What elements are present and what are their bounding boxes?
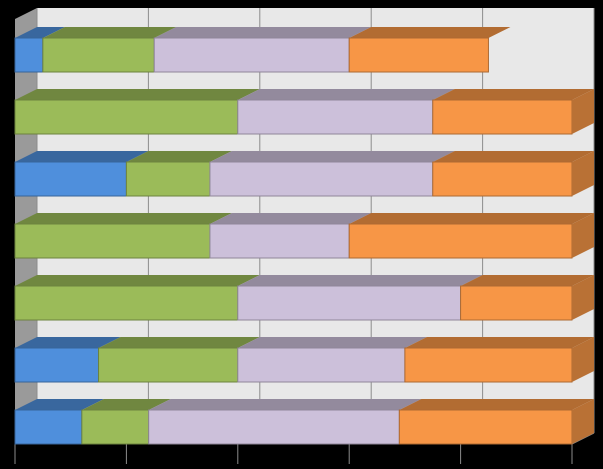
bar-segment: [14, 399, 104, 445]
bar-side-face: [572, 89, 594, 134]
bar-front-face: [209, 223, 350, 259]
bar-top-face: [154, 27, 372, 38]
bar-front-face: [209, 161, 434, 197]
bar-top-face: [237, 337, 427, 348]
bar-segment: [432, 151, 594, 197]
bar-segments: [14, 27, 594, 445]
bar-front-face: [42, 37, 155, 73]
bar-top-face: [15, 399, 104, 410]
bar-top-face: [349, 27, 511, 38]
bar-front-face: [98, 347, 239, 383]
bar-side-face: [572, 151, 594, 196]
bar-top-face: [209, 213, 372, 224]
bar-segment: [460, 275, 594, 321]
bar-front-face: [237, 285, 462, 321]
bar-segment: [209, 213, 372, 259]
bar-front-face: [404, 347, 573, 383]
bar-top-face: [15, 275, 260, 286]
bar-top-face: [126, 151, 232, 162]
bar-front-face: [14, 223, 211, 259]
bar-top-face: [432, 151, 594, 162]
bar-top-face: [209, 151, 455, 162]
bar-front-face: [460, 285, 573, 321]
bar-segment: [14, 275, 260, 321]
bar-row-7: [14, 399, 594, 445]
bar-front-face: [237, 99, 434, 135]
bar-top-face: [148, 399, 422, 410]
bar-segment: [237, 337, 427, 383]
bar-segment: [432, 89, 594, 135]
bar-side-face: [572, 399, 594, 444]
bar-segment: [398, 399, 594, 445]
bar-front-face: [14, 285, 239, 321]
bar-side-face: [572, 337, 594, 382]
bar-front-face: [14, 99, 239, 135]
bar-row-2: [14, 89, 594, 135]
bar-front-face: [432, 161, 573, 197]
bar-top-face: [15, 151, 149, 162]
bar-top-face: [349, 213, 594, 224]
bar-top-face: [237, 275, 483, 286]
bar-top-face: [42, 27, 177, 38]
bar-segment: [237, 275, 483, 321]
bar-top-face: [237, 89, 455, 100]
bar-front-face: [348, 37, 489, 73]
bar-front-face: [125, 161, 211, 197]
bar-row-4: [14, 213, 594, 259]
bar-segment: [348, 213, 594, 259]
bar-segment: [209, 151, 455, 197]
bar-row-1: [14, 27, 511, 73]
bar-segment: [14, 89, 260, 135]
bar-segment: [42, 27, 177, 73]
bar-front-face: [432, 99, 573, 135]
bar-top-face: [81, 399, 171, 410]
bar-front-face: [14, 347, 100, 383]
bar-front-face: [398, 409, 573, 445]
bar-segment: [98, 337, 260, 383]
bar-top-face: [98, 337, 260, 348]
bar-top-face: [15, 89, 260, 100]
bar-front-face: [81, 409, 150, 445]
bar-segment: [404, 337, 594, 383]
bar-row-6: [14, 337, 594, 383]
bar-front-face: [237, 347, 406, 383]
bar-top-face: [15, 213, 232, 224]
bar-front-face: [14, 409, 83, 445]
bar-side-face: [572, 275, 594, 320]
bar-top-face: [404, 337, 594, 348]
bar-top-face: [15, 337, 121, 348]
bar-segment: [14, 27, 65, 73]
bar-front-face: [348, 223, 573, 259]
bar-segment: [14, 337, 121, 383]
bar-segment: [14, 151, 149, 197]
bar-side-face: [572, 213, 594, 258]
bar-front-face: [148, 409, 400, 445]
bar-segment: [153, 27, 372, 73]
bar-segment: [237, 89, 455, 135]
bar-segment: [148, 399, 422, 445]
bar-segment: [14, 213, 232, 259]
bar-top-face: [15, 27, 65, 38]
bar-row-5: [14, 275, 594, 321]
bar-front-face: [14, 161, 127, 197]
bar-segment: [348, 27, 511, 73]
bar-top-face: [460, 275, 594, 286]
bar-top-face: [399, 399, 594, 410]
bar-row-3: [14, 151, 594, 197]
bar-front-face: [14, 37, 44, 73]
bar-segment: [81, 399, 171, 445]
bar-top-face: [432, 89, 594, 100]
bar-front-face: [153, 37, 350, 73]
